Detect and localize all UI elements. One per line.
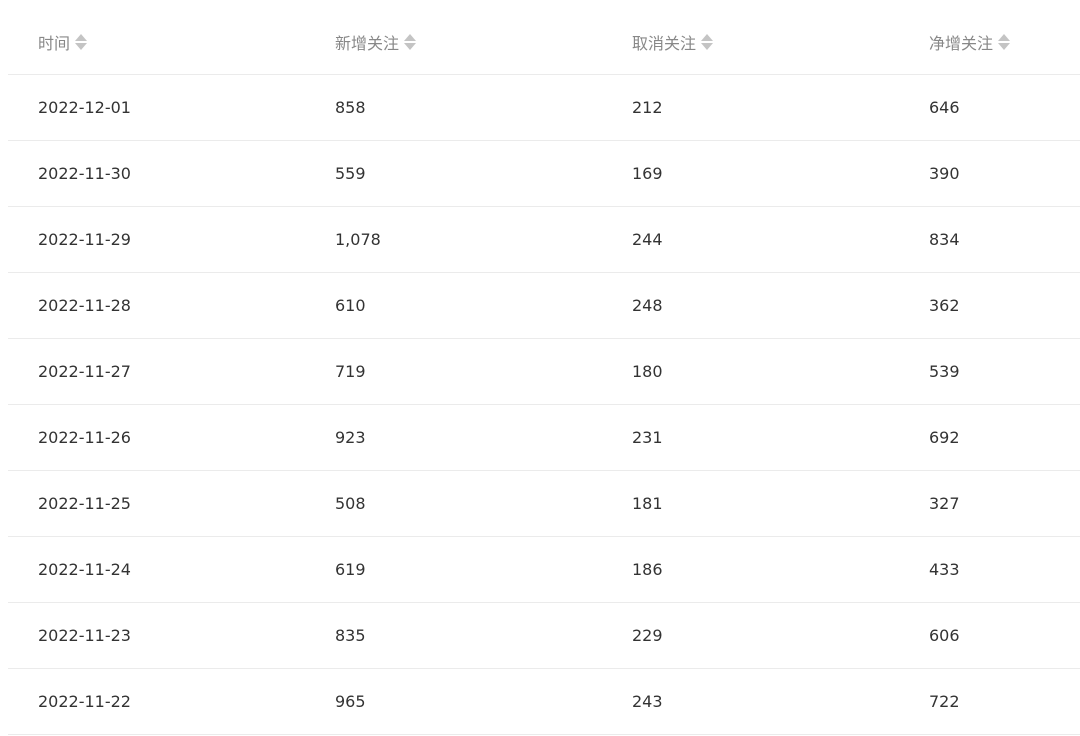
cell-net-follows: 327 xyxy=(929,494,960,513)
cell-net-follows: 433 xyxy=(929,560,960,579)
column-header-unfollows[interactable]: 取消关注 xyxy=(602,30,899,54)
cell-unfollows: 244 xyxy=(632,230,663,249)
cell-new-follows: 508 xyxy=(335,494,366,513)
cell-time: 2022-11-24 xyxy=(38,560,131,579)
cell-new-follows: 559 xyxy=(335,164,366,183)
cell-unfollows: 248 xyxy=(632,296,663,315)
cell-unfollows: 181 xyxy=(632,494,663,513)
cell-time: 2022-11-27 xyxy=(38,362,131,381)
table-row: 2022-11-22 965 243 722 xyxy=(8,669,1080,735)
cell-new-follows: 965 xyxy=(335,692,366,711)
cell-time: 2022-11-28 xyxy=(38,296,131,315)
sort-icon[interactable] xyxy=(701,33,714,50)
sort-descending-icon[interactable] xyxy=(701,42,714,50)
sort-ascending-icon[interactable] xyxy=(404,33,417,41)
cell-time: 2022-11-26 xyxy=(38,428,131,447)
sort-descending-icon[interactable] xyxy=(404,42,417,50)
sort-descending-icon[interactable] xyxy=(998,42,1011,50)
cell-new-follows: 835 xyxy=(335,626,366,645)
table-row: 2022-11-25 508 181 327 xyxy=(8,471,1080,537)
sort-icon[interactable] xyxy=(75,33,88,50)
cell-unfollows: 243 xyxy=(632,692,663,711)
sort-ascending-icon[interactable] xyxy=(701,33,714,41)
column-header-label: 时间 xyxy=(38,33,71,53)
cell-unfollows: 169 xyxy=(632,164,663,183)
table-row: 2022-11-27 719 180 539 xyxy=(8,339,1080,405)
cell-time: 2022-11-30 xyxy=(38,164,131,183)
table-row: 2022-11-24 619 186 433 xyxy=(8,537,1080,603)
sort-icon[interactable] xyxy=(998,33,1011,50)
cell-net-follows: 646 xyxy=(929,98,960,117)
column-header-label: 净增关注 xyxy=(929,33,994,53)
cell-time: 2022-11-23 xyxy=(38,626,131,645)
cell-time: 2022-11-29 xyxy=(38,230,131,249)
cell-unfollows: 186 xyxy=(632,560,663,579)
column-header-label: 新增关注 xyxy=(335,33,400,53)
follower-stats-table: 时间 新增关注 取消关注 净增关注 2022-12-01 858 212 646 2022-1… xyxy=(8,9,1080,735)
cell-unfollows: 229 xyxy=(632,626,663,645)
cell-new-follows: 719 xyxy=(335,362,366,381)
cell-time: 2022-11-25 xyxy=(38,494,131,513)
cell-time: 2022-11-22 xyxy=(38,692,131,711)
cell-unfollows: 212 xyxy=(632,98,663,117)
cell-new-follows: 610 xyxy=(335,296,366,315)
sort-ascending-icon[interactable] xyxy=(998,33,1011,41)
column-header-new-follows[interactable]: 新增关注 xyxy=(305,30,602,54)
cell-net-follows: 834 xyxy=(929,230,960,249)
table-row: 2022-12-01 858 212 646 xyxy=(8,75,1080,141)
column-header-net-follows[interactable]: 净增关注 xyxy=(899,30,1080,54)
cell-net-follows: 362 xyxy=(929,296,960,315)
cell-new-follows: 1,078 xyxy=(335,230,381,249)
cell-net-follows: 539 xyxy=(929,362,960,381)
cell-unfollows: 180 xyxy=(632,362,663,381)
sort-descending-icon[interactable] xyxy=(75,42,88,50)
column-header-time[interactable]: 时间 xyxy=(8,30,305,54)
table-row: 2022-11-29 1,078 244 834 xyxy=(8,207,1080,273)
column-header-label: 取消关注 xyxy=(632,33,697,53)
table-header: 时间 新增关注 取消关注 净增关注 xyxy=(8,9,1080,75)
cell-unfollows: 231 xyxy=(632,428,663,447)
table-row: 2022-11-23 835 229 606 xyxy=(8,603,1080,669)
cell-new-follows: 619 xyxy=(335,560,366,579)
cell-net-follows: 390 xyxy=(929,164,960,183)
cell-net-follows: 606 xyxy=(929,626,960,645)
sort-icon[interactable] xyxy=(404,33,417,50)
cell-new-follows: 858 xyxy=(335,98,366,117)
table-row: 2022-11-26 923 231 692 xyxy=(8,405,1080,471)
cell-time: 2022-12-01 xyxy=(38,98,131,117)
table-row: 2022-11-28 610 248 362 xyxy=(8,273,1080,339)
table-row: 2022-11-30 559 169 390 xyxy=(8,141,1080,207)
sort-ascending-icon[interactable] xyxy=(75,33,88,41)
cell-new-follows: 923 xyxy=(335,428,366,447)
cell-net-follows: 722 xyxy=(929,692,960,711)
cell-net-follows: 692 xyxy=(929,428,960,447)
